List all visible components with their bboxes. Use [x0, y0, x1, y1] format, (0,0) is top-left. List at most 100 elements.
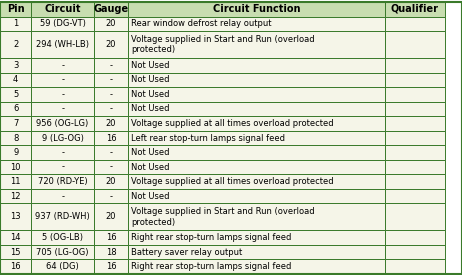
- Bar: [94, 145, 128, 160]
- Bar: [31, 145, 94, 160]
- Bar: [0, 160, 31, 174]
- Text: Not Used: Not Used: [131, 163, 170, 172]
- Bar: [128, 1, 385, 16]
- Bar: [0, 145, 31, 160]
- Text: Not Used: Not Used: [131, 61, 170, 70]
- Text: 20: 20: [106, 19, 116, 28]
- Text: 8: 8: [13, 134, 18, 142]
- Text: 16: 16: [11, 262, 21, 271]
- Bar: [94, 131, 128, 145]
- Bar: [94, 174, 128, 189]
- Text: Right rear stop-turn lamps signal feed: Right rear stop-turn lamps signal feed: [131, 233, 292, 242]
- Text: 2: 2: [13, 40, 18, 49]
- Bar: [128, 87, 385, 102]
- Text: 16: 16: [106, 134, 116, 142]
- Bar: [128, 204, 385, 230]
- Text: 16: 16: [106, 233, 116, 242]
- Bar: [385, 260, 445, 274]
- Bar: [128, 58, 385, 73]
- Text: 20: 20: [106, 212, 116, 221]
- Bar: [385, 102, 445, 116]
- Text: 18: 18: [106, 248, 116, 257]
- Bar: [128, 260, 385, 274]
- Bar: [94, 1, 128, 16]
- Text: -: -: [109, 90, 113, 99]
- Bar: [128, 174, 385, 189]
- Text: Voltage supplied in Start and Run (overload
protected): Voltage supplied in Start and Run (overl…: [131, 35, 315, 54]
- Text: -: -: [61, 104, 64, 114]
- Text: 5: 5: [13, 90, 18, 99]
- Bar: [128, 145, 385, 160]
- Bar: [385, 58, 445, 73]
- Text: Not Used: Not Used: [131, 148, 170, 157]
- Text: -: -: [61, 61, 64, 70]
- Bar: [0, 245, 31, 260]
- Bar: [0, 230, 31, 245]
- Bar: [128, 131, 385, 145]
- Text: -: -: [61, 192, 64, 201]
- Text: Battery saver relay output: Battery saver relay output: [131, 248, 243, 257]
- Text: 12: 12: [11, 192, 21, 201]
- Text: 705 (LG-OG): 705 (LG-OG): [36, 248, 89, 257]
- Bar: [0, 31, 31, 58]
- Text: 16: 16: [106, 262, 116, 271]
- Bar: [31, 260, 94, 274]
- Text: 7: 7: [13, 119, 18, 128]
- Text: -: -: [109, 75, 113, 84]
- Text: -: -: [61, 163, 64, 172]
- Bar: [0, 174, 31, 189]
- Bar: [31, 230, 94, 245]
- Text: 6: 6: [13, 104, 18, 114]
- Text: 294 (WH-LB): 294 (WH-LB): [36, 40, 89, 49]
- Bar: [128, 16, 385, 31]
- Bar: [385, 16, 445, 31]
- Bar: [128, 160, 385, 174]
- Bar: [31, 245, 94, 260]
- Text: -: -: [61, 90, 64, 99]
- Text: 13: 13: [11, 212, 21, 221]
- Bar: [128, 116, 385, 131]
- Bar: [385, 204, 445, 230]
- Text: 15: 15: [11, 248, 21, 257]
- Bar: [0, 1, 31, 16]
- Text: Not Used: Not Used: [131, 192, 170, 201]
- Bar: [0, 87, 31, 102]
- Bar: [31, 31, 94, 58]
- Bar: [385, 230, 445, 245]
- Text: -: -: [61, 148, 64, 157]
- Bar: [128, 102, 385, 116]
- Text: 20: 20: [106, 119, 116, 128]
- Text: Voltage supplied at all times overload protected: Voltage supplied at all times overload p…: [131, 177, 334, 186]
- Bar: [0, 73, 31, 87]
- Bar: [94, 87, 128, 102]
- Text: Qualifier: Qualifier: [391, 4, 439, 14]
- Bar: [31, 73, 94, 87]
- Text: -: -: [109, 104, 113, 114]
- Bar: [31, 58, 94, 73]
- Text: 14: 14: [11, 233, 21, 242]
- Bar: [94, 31, 128, 58]
- Bar: [385, 245, 445, 260]
- Text: 5 (OG-LB): 5 (OG-LB): [42, 233, 83, 242]
- Bar: [128, 230, 385, 245]
- Text: 20: 20: [106, 40, 116, 49]
- Bar: [385, 1, 445, 16]
- Bar: [385, 73, 445, 87]
- Bar: [94, 58, 128, 73]
- Text: 956 (OG-LG): 956 (OG-LG): [36, 119, 89, 128]
- Bar: [31, 204, 94, 230]
- Text: Not Used: Not Used: [131, 75, 170, 84]
- Bar: [385, 131, 445, 145]
- Text: 4: 4: [13, 75, 18, 84]
- Bar: [31, 16, 94, 31]
- Bar: [128, 245, 385, 260]
- Bar: [0, 204, 31, 230]
- Text: -: -: [109, 192, 113, 201]
- Text: Left rear stop-turn lamps signal feed: Left rear stop-turn lamps signal feed: [131, 134, 286, 142]
- Bar: [0, 58, 31, 73]
- Bar: [94, 116, 128, 131]
- Text: Right rear stop-turn lamps signal feed: Right rear stop-turn lamps signal feed: [131, 262, 292, 271]
- Bar: [0, 16, 31, 31]
- Bar: [31, 160, 94, 174]
- Bar: [31, 102, 94, 116]
